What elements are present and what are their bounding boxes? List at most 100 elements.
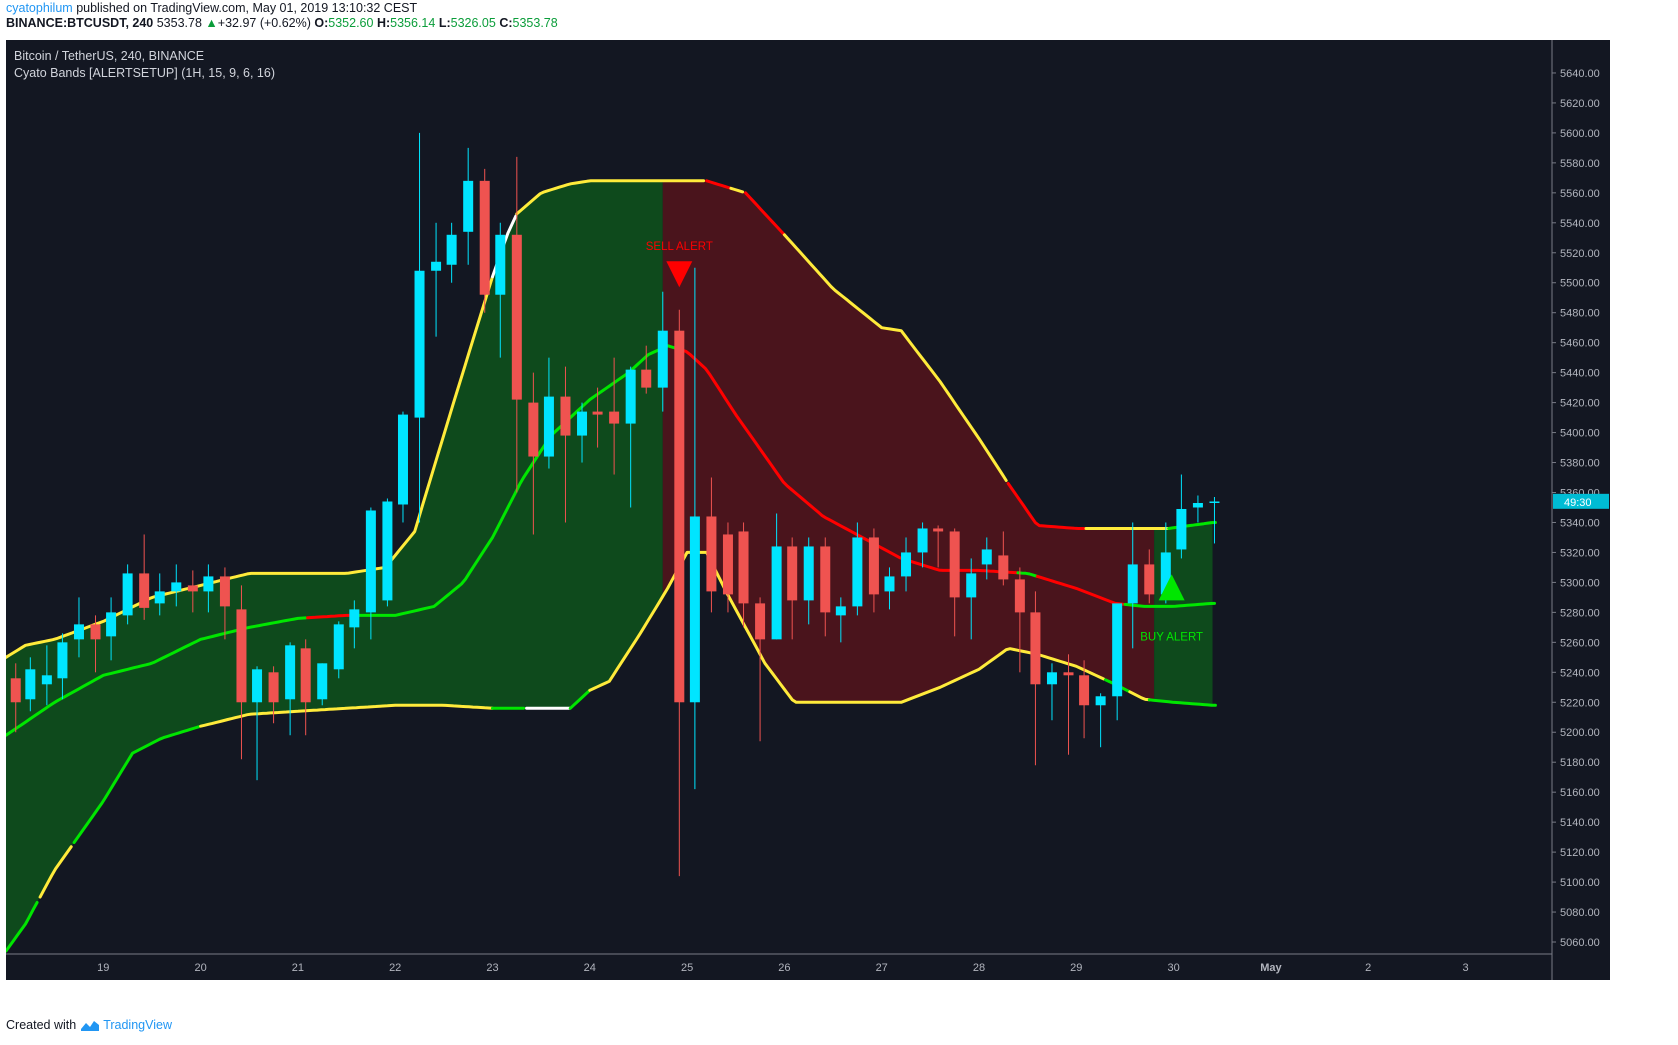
candle-up (981, 537, 992, 580)
brand-name: TradingView (103, 1018, 172, 1032)
price-tick-label: 5580.00 (1560, 158, 1600, 170)
candle-body (511, 234, 522, 400)
candle-up (1046, 663, 1057, 721)
time-tick-label: 30 (1167, 962, 1179, 974)
upper-band-line (729, 186, 745, 194)
candle-up (382, 498, 393, 607)
upper-band-line (6, 275, 494, 659)
price-tick-label: 5620.00 (1560, 98, 1600, 110)
candle-up (285, 642, 296, 736)
candle-up (106, 597, 117, 661)
candle-body (592, 411, 603, 415)
candle-body (219, 576, 230, 607)
price-tick-label: 5320.00 (1560, 547, 1600, 559)
candle-down (1030, 591, 1041, 766)
candle-body (543, 396, 554, 457)
time-tick-label: 2 (1365, 962, 1371, 974)
tradingview-link[interactable]: TradingView (80, 1018, 172, 1032)
author-link[interactable]: cyatophilum (6, 1, 73, 15)
lower-band-line (568, 688, 592, 710)
middle-band-line (306, 613, 356, 620)
time-axis-labels: 19 20 21 22 23 24 25 26 27 28 29 30 May 2 3 (6, 953, 1552, 974)
candle-body (674, 330, 685, 703)
candle-up (171, 564, 182, 607)
price-axis-labels: 5060.00 5080.00 5100.00 5120.00 5140.00 5160.… (1551, 40, 1609, 980)
indicator-legend[interactable]: Cyato Bands [ALERTSETUP] (1H, 15, 9, 6, … (14, 66, 275, 80)
candle-up (543, 357, 554, 469)
time-tick-label: 27 (876, 962, 888, 974)
candle-up (1176, 474, 1187, 559)
candle-body (966, 573, 977, 598)
candle-body (1127, 564, 1138, 604)
candle-body (495, 234, 506, 295)
candle-up (625, 366, 636, 508)
candle-body (285, 645, 296, 700)
candle-body (106, 612, 117, 637)
candle-body (1192, 502, 1203, 508)
band-fill-area (662, 180, 1155, 703)
price-tick-label: 5420.00 (1560, 398, 1600, 410)
band-fill-area (1154, 522, 1213, 706)
upper-band-line (1006, 482, 1088, 530)
candle-body (901, 552, 912, 577)
middle-band-line (354, 344, 681, 617)
candle-body (917, 528, 928, 553)
candle-down (479, 168, 490, 313)
price-tick-label: 5560.00 (1560, 188, 1600, 200)
candle-down (706, 477, 717, 613)
high-value: 5356.14 (390, 16, 436, 30)
middle-band-line (1016, 571, 1039, 578)
candle-body (998, 555, 1009, 580)
candle-body (1046, 672, 1057, 685)
candle-body (382, 501, 393, 601)
candle-body (41, 675, 52, 685)
candle-down (787, 537, 798, 640)
candle-body (884, 576, 895, 592)
candle-body (1209, 501, 1220, 503)
candle-up (446, 222, 457, 283)
candle-body (268, 672, 279, 703)
middle-band-line (680, 348, 1019, 575)
candle-up (495, 222, 506, 358)
candle-down (560, 366, 571, 523)
candle-body (236, 609, 247, 703)
price-tick-label: 5120.00 (1560, 847, 1600, 859)
price-tick-label: 5340.00 (1560, 517, 1600, 529)
candle-down (674, 309, 685, 877)
candle-body (981, 549, 992, 565)
candle-up (122, 564, 133, 625)
lower-band-line (38, 845, 73, 899)
candle-body (722, 534, 733, 595)
tradingview-logo-icon (81, 1021, 100, 1031)
price-tick-label: 5520.00 (1560, 248, 1600, 260)
price-axis[interactable] (1552, 40, 1610, 980)
candle-down (1079, 660, 1090, 739)
time-tick-label: 3 (1462, 962, 1468, 974)
candle-up (1112, 603, 1123, 721)
price-tick-label: 5600.00 (1560, 128, 1600, 140)
price-tick-label: 5460.00 (1560, 338, 1600, 350)
candle-body (317, 663, 328, 700)
lower-band-line (1128, 690, 1151, 702)
candle-body (1144, 564, 1155, 595)
time-axis[interactable] (6, 954, 1552, 980)
created-with-text: Created with (6, 1018, 77, 1032)
candle-down (300, 639, 311, 736)
published-text: published on TradingView.com, May 01, 20… (76, 1, 418, 15)
last-price: 5353.78 (156, 16, 202, 30)
candle-up (1095, 693, 1106, 748)
upper-band-line (705, 179, 732, 190)
candle-up (57, 633, 68, 700)
time-tick-label: 19 (97, 962, 109, 974)
candle-up (41, 645, 52, 706)
time-tick-label: 28 (973, 962, 985, 974)
candle-up (901, 537, 912, 592)
price-change: +32.97 (+0.62%) (217, 16, 311, 30)
candle-body (949, 531, 960, 598)
sell-alert-label: SELL ALERT (646, 241, 713, 253)
high-label: H: (376, 16, 391, 30)
candle-up (657, 291, 668, 412)
candle-down (738, 522, 749, 628)
price-tick-label: 5100.00 (1560, 877, 1600, 889)
